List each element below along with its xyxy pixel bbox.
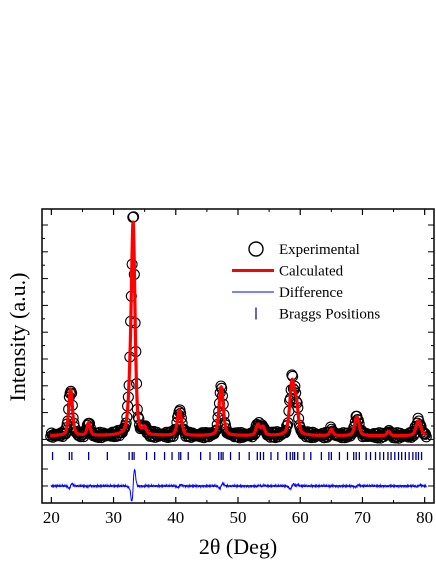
x-tick-label-50: 50 (230, 508, 247, 527)
legend-marker-experimental (248, 241, 264, 257)
x-axis: 20 30 40 50 60 70 80 (43, 209, 433, 527)
x-tick-label-80: 80 (416, 508, 433, 527)
experimental-point (420, 431, 432, 443)
x-tick-label-40: 40 (167, 508, 184, 527)
x-tick-label-70: 70 (354, 508, 371, 527)
experimental-point (278, 426, 290, 438)
x-tick-label-20: 20 (43, 508, 60, 527)
legend-label-experimental: Experimental (279, 242, 360, 258)
experimental-point (128, 211, 140, 223)
difference-series-line (50, 468, 427, 502)
calculated-series-line (48, 220, 428, 438)
legend-label-bragg: Braggs Positions (279, 307, 380, 323)
legend: Experimental Calculated Difference Bragg… (232, 241, 380, 323)
y-axis-label: Intensity (a.u.) (5, 273, 30, 402)
legend-label-difference: Difference (279, 285, 343, 301)
legend-label-calculated: Calculated (279, 264, 344, 280)
y-axis (42, 224, 434, 487)
x-tick-label-30: 30 (105, 508, 122, 527)
bragg-positions-series (51, 452, 423, 460)
experimental-series (45, 211, 432, 444)
experimental-point (405, 431, 417, 443)
x-tick-label-60: 60 (292, 508, 309, 527)
x-axis-label: 2θ (Deg) (199, 534, 277, 559)
